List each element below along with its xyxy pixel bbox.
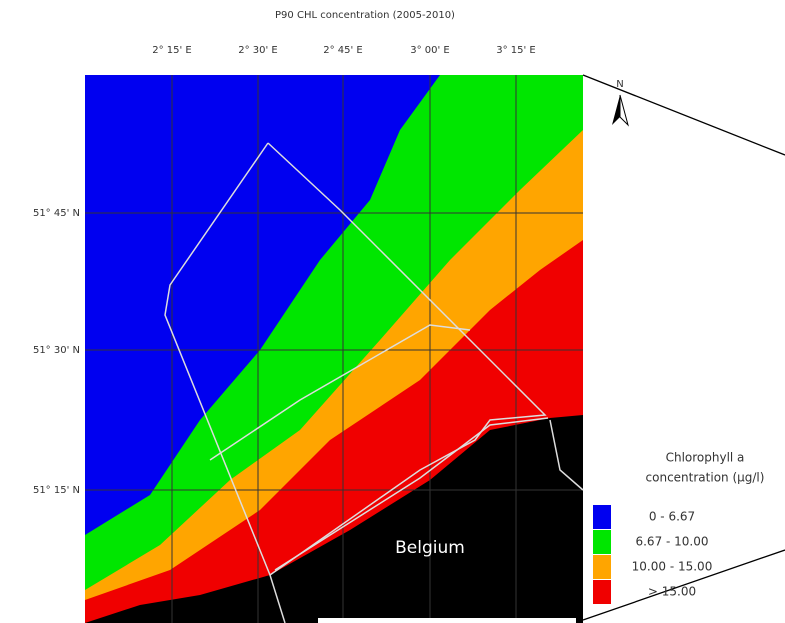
legend-swatch [593,555,611,579]
legend-title: Chlorophyll a [666,451,745,465]
latitude-labels: 51° 45' N 51° 30' N 51° 15' N [33,208,80,496]
longitude-label: 3° 00' E [410,45,450,56]
legend-label: 0 - 6.67 [649,510,695,524]
legend: Chlorophyll a concentration (µg/l) 0 - 6.6… [593,451,764,605]
legend-title: concentration (µg/l) [646,471,765,485]
latitude-label: 51° 15' N [33,485,80,496]
map-title: P90 CHL concentration (2005-2010) [275,10,455,21]
country-label: Belgium [395,538,465,558]
latitude-label: 51° 30' N [33,345,80,356]
north-label: N [616,79,623,90]
legend-label: > 15.00 [648,585,696,599]
longitude-label: 2° 45' E [323,45,363,56]
longitude-label: 3° 15' E [496,45,536,56]
legend-swatch [593,530,611,554]
longitude-labels: 2° 15' E 2° 30' E 2° 45' E 3° 00' E 3° 15' E [152,45,536,56]
legend-label: 6.67 - 10.00 [635,535,708,549]
legend-swatch [593,580,611,604]
latitude-label: 51° 45' N [33,208,80,219]
map-frame [85,75,583,623]
north-arrow: N [612,79,628,125]
legend-label: 10.00 - 15.00 [632,560,713,574]
legend-swatch [593,505,611,529]
map-strip [318,618,576,623]
longitude-label: 2° 30' E [238,45,278,56]
longitude-label: 2° 15' E [152,45,192,56]
map: P90 CHL concentration (2005-2010) N [0,0,785,623]
